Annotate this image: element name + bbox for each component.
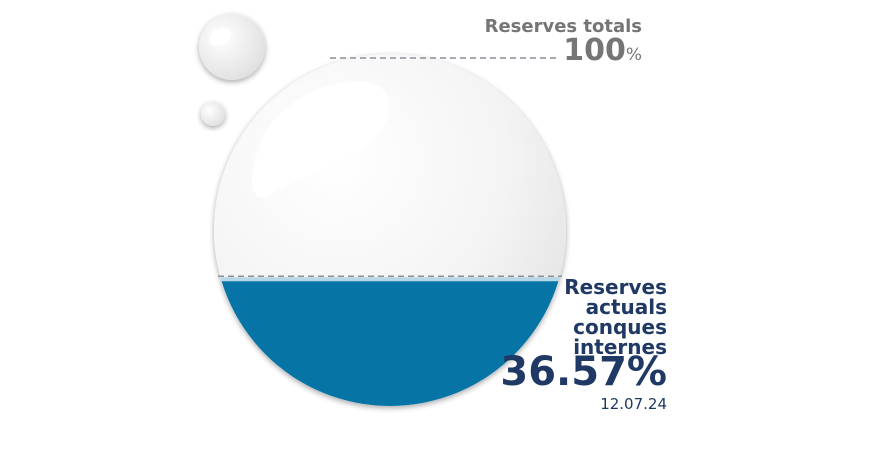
- current-reserves-value: 36.57%: [500, 349, 667, 395]
- decorative-bubble-small: [201, 102, 225, 126]
- decorative-bubble-large-highlight: [208, 27, 232, 47]
- bubble-highlight: [252, 81, 390, 198]
- current-reserves-date: 12.07.24: [600, 395, 667, 413]
- total-reserves-label: Reserves totals: [484, 16, 642, 37]
- decorative-bubble-large: [199, 14, 265, 80]
- total-reserves-unit: %: [625, 45, 642, 65]
- current-reserves-label: Reserves actuals conques internes: [564, 275, 667, 359]
- total-reserves-value: 100%: [563, 33, 642, 73]
- water-surface: [214, 277, 566, 284]
- total-reserves-number: 100: [563, 33, 626, 68]
